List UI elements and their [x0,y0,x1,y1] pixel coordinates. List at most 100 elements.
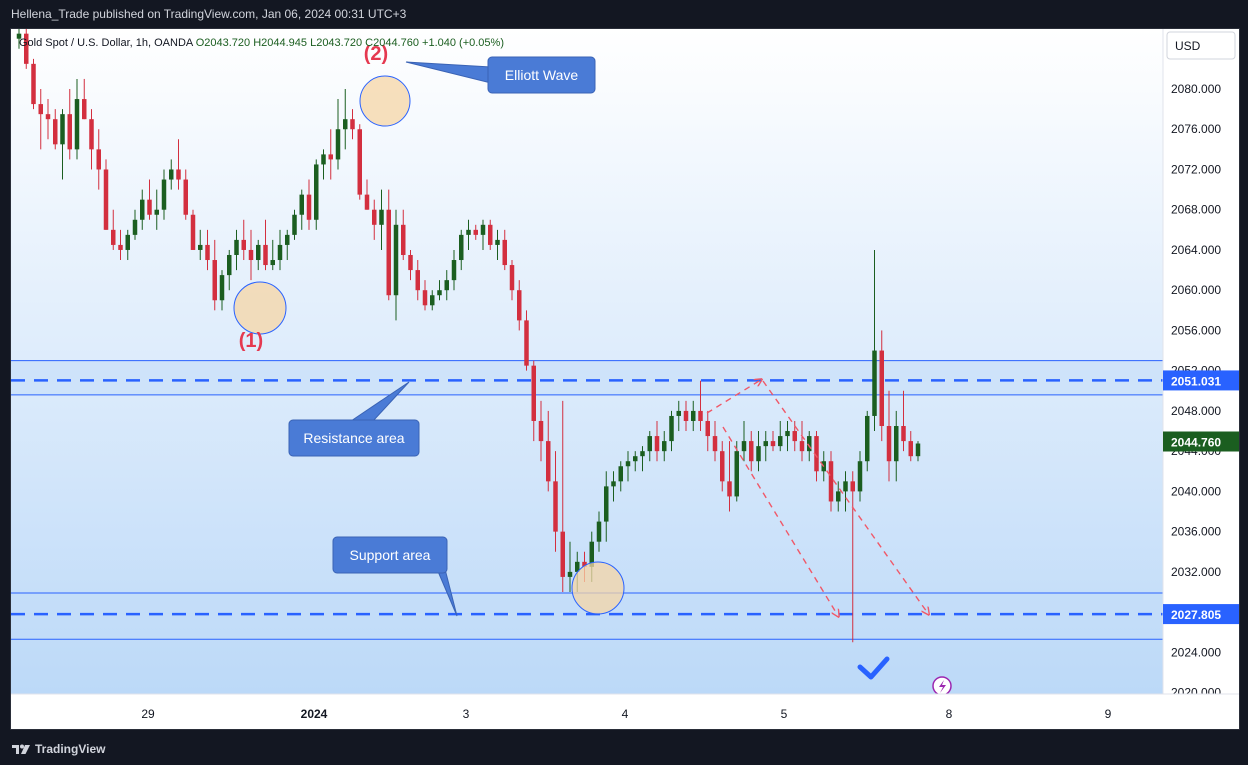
candle-body [524,320,529,366]
wave-pivot-circle[interactable] [233,281,287,335]
candle-body [248,249,254,261]
candle-body [705,420,710,437]
candle-body [263,244,268,266]
candle-body [633,456,638,462]
support-area-callout-box[interactable] [332,536,448,574]
price-axis[interactable] [1163,29,1239,694]
wave-pivot-circle[interactable] [571,561,625,615]
time-tick: 4 [622,707,629,721]
current-price-tag[interactable] [1163,431,1239,452]
projection-arrow[interactable] [762,380,927,612]
candle-body [886,426,892,462]
candle-body [843,481,848,492]
symbol-legend[interactable]: Gold Spot / U.S. Dollar, 1h, OANDA O2043… [19,37,504,49]
candle-body [567,571,573,577]
candle-body [16,33,22,39]
price-tick: 2036.000 [1171,525,1221,539]
price-tick: 2032.000 [1171,565,1221,579]
tradingview-logo[interactable]: TradingView [11,742,105,756]
candle-body [538,420,544,442]
candle-body [546,441,551,482]
candle-body [205,244,210,261]
candle-body [734,451,739,497]
resistance-price-tag-text: 2051.031 [1171,374,1221,388]
support-area-callout-text: Support area [350,547,431,563]
candle-body [415,270,420,291]
elliott-wave-callout-box[interactable] [487,56,596,94]
legend-close: C2044.760 [365,37,422,49]
resistance-area-callout-box[interactable] [288,419,420,457]
candle-body [321,154,326,165]
candle-body [894,426,899,462]
candle-body [488,224,493,245]
candle-body [836,491,841,502]
legend-open: O2043.720 [196,37,254,49]
candle-body [451,260,457,281]
candle-body [828,461,834,502]
price-tick: 2080.000 [1171,82,1221,96]
currency-button[interactable] [1166,31,1236,60]
support-price-tag[interactable] [1163,604,1239,625]
candle-body [292,214,297,235]
candle-body [915,443,921,457]
candle-body [444,280,449,291]
candle-body [517,290,522,321]
checkmark-icon[interactable] [857,656,890,680]
candle-body [531,365,536,421]
price-tick: 2068.000 [1171,203,1221,217]
candle-body [857,461,863,492]
price-tick: 2076.000 [1171,122,1221,136]
resistance-area-callout-text: Resistance area [303,430,404,446]
candle-body [879,350,884,427]
legend-change: +1.040 (+0.05%) [422,37,504,49]
candle-body [676,410,681,416]
candle-body [647,436,652,452]
candle-body [357,129,362,195]
wave-pivot-circle[interactable] [359,75,411,127]
candle-body [662,441,667,452]
candle-body [430,295,435,306]
candle-body [96,149,101,170]
candle-body [270,260,275,266]
time-tick: 29 [141,707,155,721]
candle-body [74,99,80,150]
projection-arrow[interactable] [722,426,837,614]
legend-symbol: Gold Spot / U.S. Dollar, 1h, OANDA [19,37,196,49]
tradingview-logo-icon [12,744,30,754]
candle-body [901,426,906,442]
candle-body [575,561,580,572]
candle-body [277,244,283,261]
candle-body [814,436,819,472]
candle-body [720,451,725,482]
candle-body [799,441,805,452]
candle-body [466,229,471,235]
candle-body [132,219,138,235]
candle-body [865,415,870,462]
candle-body [611,481,616,487]
resistance-price-tag[interactable] [1163,370,1239,391]
candle-body [654,436,660,452]
candle-body [509,265,515,291]
candle-body [683,410,689,421]
candle-body [60,114,65,145]
candle-body [198,244,203,250]
wave-1-label: (1) [239,330,263,352]
resistance-zone[interactable] [11,360,1163,395]
candle-body [111,229,116,245]
candle-body [241,239,246,250]
time-axis[interactable] [11,694,1239,729]
candle-body [480,224,486,235]
candle-body [306,194,312,220]
candle-body [749,441,754,462]
wave-2-label: (2) [364,43,388,65]
time-tick: 9 [1105,707,1112,721]
candle-body [372,209,377,225]
candle-body [422,290,428,306]
candle-body [169,169,174,180]
tradingview-brand: TradingView [35,741,106,756]
candle-body [589,541,594,567]
candle-body [328,154,333,160]
candle-body [140,199,145,220]
